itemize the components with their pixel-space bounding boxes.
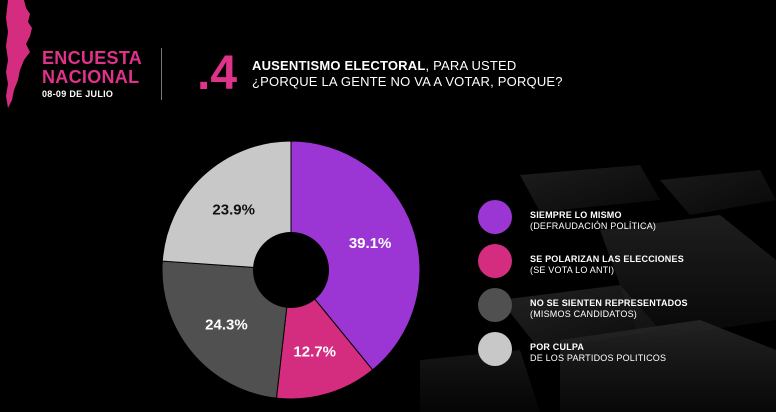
legend-label-1: SIEMPRE LO MISMO [530,210,622,220]
legend-label-2: SE POLARIZAN LAS ELECCIONES [530,254,684,264]
brand-title-line2: NACIONAL [42,67,140,87]
legend-sublabel-4: DE LOS PARTIDOS POLITICOS [530,353,667,363]
legend-text-3: NO SE SIENTEN REPRESENTADOS (MISMOS CANDI… [530,298,688,320]
legend-sublabel-1: (DEFRAUDACIÓN POLÍTICA) [530,221,657,231]
question-title: AUSENTISMO ELECTORAL, PARA USTED ¿PORQUE… [252,58,563,90]
legend-text-1: SIEMPRE LO MISMO (DEFRAUDACIÓN POLÍTICA) [530,210,656,232]
legend-label-3: NO SE SIENTEN REPRESENTADOS [530,298,688,308]
legend-swatch-1 [478,200,512,234]
question-title-bold: AUSENTISMO ELECTORAL [252,58,426,73]
question-title-rest: , PARA USTED [425,58,517,73]
slice-label-2: 12.7% [293,344,336,361]
brand-block: ENCUESTA NACIONAL 08-09 DE JULIO [42,48,143,100]
brand-title-line1: ENCUESTA [42,48,143,68]
donut-hole [253,232,329,308]
legend-sublabel-2: (SE VOTA LO ANTI) [530,265,615,275]
slice-label-3: 24.3% [205,317,248,334]
slice-label-1: 39.1% [349,235,392,252]
legend-text-4: POR CULPA DE LOS PARTIDOS POLITICOS [530,342,666,364]
pie-slice-4 [161,140,292,271]
legend-swatch-2 [478,244,512,278]
legend-text-2: SE POLARIZAN LAS ELECCIONES (SE VOTA LO A… [530,254,684,276]
survey-date: 08-09 DE JULIO [42,89,114,99]
legend-sublabel-3: (MISMOS CANDIDATOS) [530,309,637,319]
legend-label-4: POR CULPA [530,342,585,352]
legend-swatch-3 [478,288,512,322]
legend-swatch-4 [478,332,512,366]
pie-slice-3 [161,260,292,399]
pie-slice-1 [290,140,421,371]
header-divider [161,48,162,100]
argentina-map-logo [6,0,32,108]
question-subtitle: ¿PORQUE LA GENTE NO VA A VOTAR, PORQUE? [252,74,563,89]
slice-label-4: 23.9% [212,202,255,219]
question-number: .4 [197,47,238,100]
